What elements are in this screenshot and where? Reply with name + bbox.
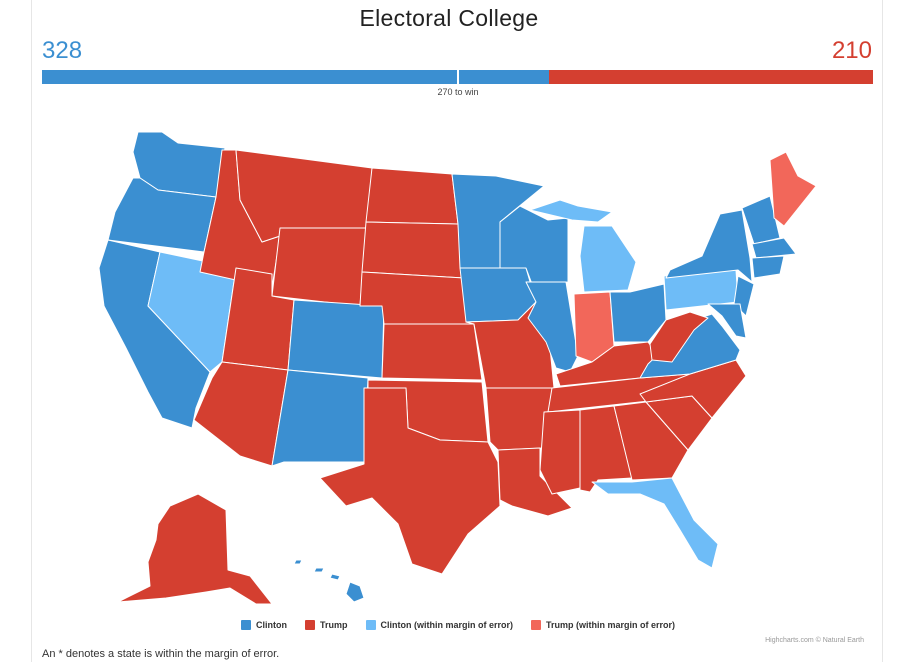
- legend-label: Clinton (within margin of error): [380, 620, 514, 630]
- state-massachusetts[interactable]: [751, 237, 797, 259]
- state-kansas[interactable]: [381, 323, 483, 381]
- legend-label: Trump (within margin of error): [546, 620, 676, 630]
- state-wyoming[interactable]: [271, 227, 367, 307]
- state-mississippi[interactable]: [539, 409, 581, 495]
- legend-label: Clinton: [255, 620, 287, 630]
- state-wisconsin[interactable]: [499, 205, 569, 285]
- legend-label: Trump: [319, 620, 348, 630]
- state-georgia[interactable]: [613, 401, 689, 481]
- chart-frame: [31, 0, 883, 662]
- footnote: An * denotes a state is within the margi…: [42, 648, 280, 660]
- state-alaska[interactable]: [117, 493, 273, 605]
- state-hawaii-kauai[interactable]: [293, 559, 303, 565]
- legend-swatch: [304, 620, 315, 630]
- state-hawaii-maui[interactable]: [329, 573, 341, 581]
- state-new-york[interactable]: [665, 209, 753, 283]
- state-connecticut-rhode-island[interactable]: [751, 255, 785, 279]
- state-west-virginia[interactable]: [649, 311, 709, 363]
- state-hawaii-oahu[interactable]: [313, 567, 325, 573]
- state-michigan-upper[interactable]: [529, 199, 613, 223]
- chart-title: Electoral College: [359, 5, 539, 31]
- electoral-bar: [42, 70, 873, 84]
- state-louisiana[interactable]: [497, 447, 573, 517]
- legend-item-clinton-margin[interactable]: Clinton (within margin of error): [365, 620, 514, 630]
- trump-bar-segment[interactable]: [548, 70, 873, 84]
- legend-swatch: [240, 620, 251, 630]
- state-north-dakota[interactable]: [365, 167, 459, 225]
- legend-item-trump-margin[interactable]: Trump (within margin of error): [531, 620, 675, 630]
- state-maine[interactable]: [769, 151, 817, 227]
- state-south-dakota[interactable]: [361, 221, 465, 279]
- state-colorado[interactable]: [287, 299, 385, 379]
- state-texas[interactable]: [319, 387, 501, 575]
- legend-item-trump[interactable]: Trump: [304, 620, 348, 630]
- state-hawaii-big-island[interactable]: [345, 581, 365, 603]
- map-legend: Clinton Trump Clinton (within margin of er…: [0, 620, 898, 630]
- clinton-electoral-count: 328: [42, 37, 83, 64]
- state-maryland-delaware[interactable]: [707, 303, 747, 339]
- win-threshold-label: 270 to win: [437, 87, 479, 97]
- chart-credits[interactable]: Highcharts.com © Natural Earth: [765, 637, 864, 644]
- state-florida[interactable]: [591, 477, 719, 569]
- state-michigan[interactable]: [579, 225, 637, 293]
- legend-swatch: [365, 620, 376, 630]
- legend-item-clinton[interactable]: Clinton: [240, 620, 287, 630]
- trump-electoral-count: 210: [831, 37, 872, 64]
- state-new-mexico[interactable]: [271, 369, 369, 467]
- state-vermont-new-hampshire[interactable]: [741, 195, 781, 245]
- state-illinois[interactable]: [525, 281, 579, 373]
- legend-swatch: [531, 620, 541, 630]
- clinton-bar-segment[interactable]: [42, 70, 549, 84]
- win-threshold-marker: [457, 68, 459, 86]
